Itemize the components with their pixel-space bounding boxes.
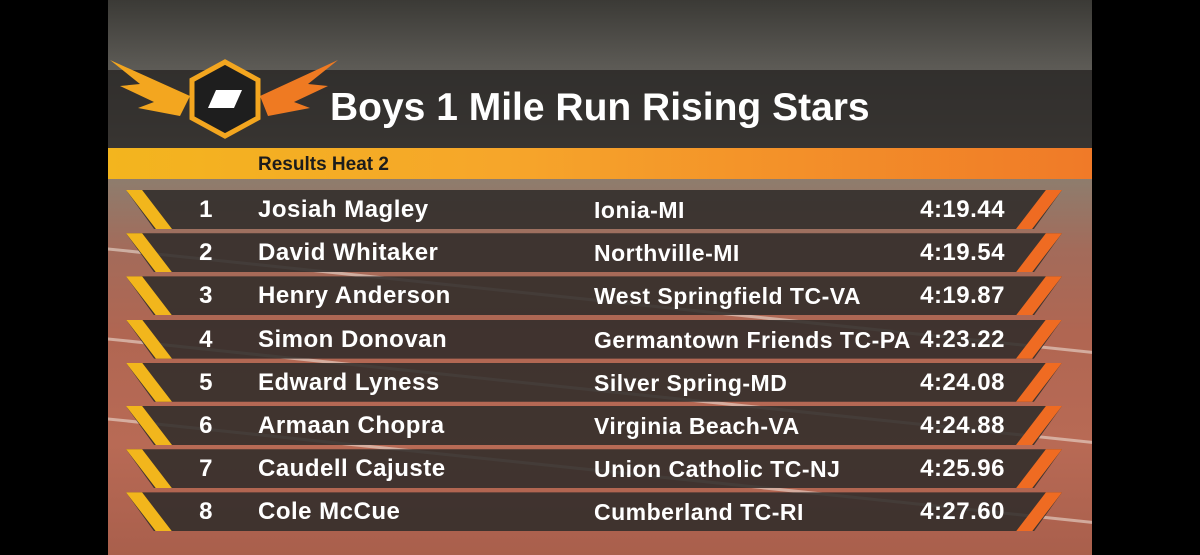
broadcast-frame: Boys 1 Mile Run Rising Stars Results Hea… [108,0,1092,555]
event-logo [110,59,338,139]
time: 4:25.96 [920,455,1005,483]
time: 4:19.44 [920,196,1005,223]
place: 2 [199,239,213,267]
time: 4:19.87 [920,282,1005,310]
place: 5 [199,368,213,396]
athlete-name: Josiah Magley [258,196,429,223]
left-wing [110,60,190,116]
athlete-name: Caudell Cajuste [258,455,446,483]
time: 4:19.54 [920,239,1005,267]
place: 6 [199,412,213,439]
team: Cumberland TC-RI [594,499,804,526]
time: 4:24.88 [920,412,1005,439]
athlete-name: Henry Anderson [258,282,451,310]
time: 4:27.60 [920,498,1005,526]
result-row [126,362,1062,402]
place: 1 [199,196,213,223]
time: 4:24.08 [920,368,1005,396]
athlete-name: Armaan Chopra [258,412,445,439]
result-row [126,190,1062,229]
place: 8 [199,498,213,526]
time: 4:23.22 [920,325,1005,353]
team: Northville-MI [594,240,740,267]
place: 4 [199,325,213,353]
athlete-name: Edward Lyness [258,368,440,396]
result-row [126,406,1062,445]
team: Silver Spring-MD [594,369,788,396]
result-row [126,492,1062,532]
result-row [126,233,1062,273]
athlete-name: Cole McCue [258,498,401,526]
team: Ionia-MI [594,197,685,223]
logo-mark [208,90,242,108]
result-row [126,276,1062,316]
team: Union Catholic TC-NJ [594,456,841,483]
team: Germantown Friends TC-PA [594,326,911,353]
athlete-name: Simon Donovan [258,325,448,353]
result-row [126,449,1062,489]
header-band: Boys 1 Mile Run Rising Stars [108,59,1092,148]
subtitle-bar: Results Heat 2 [108,148,1092,179]
place: 7 [199,455,213,483]
title: Boys 1 Mile Run Rising Stars [330,86,870,129]
team: Virginia Beach-VA [594,413,800,439]
athlete-name: David Whitaker [258,239,439,267]
subtitle: Results Heat 2 [258,154,389,175]
place: 3 [199,282,213,310]
right-wing [260,60,338,116]
team: West Springfield TC-VA [594,283,861,310]
result-row [126,319,1062,359]
